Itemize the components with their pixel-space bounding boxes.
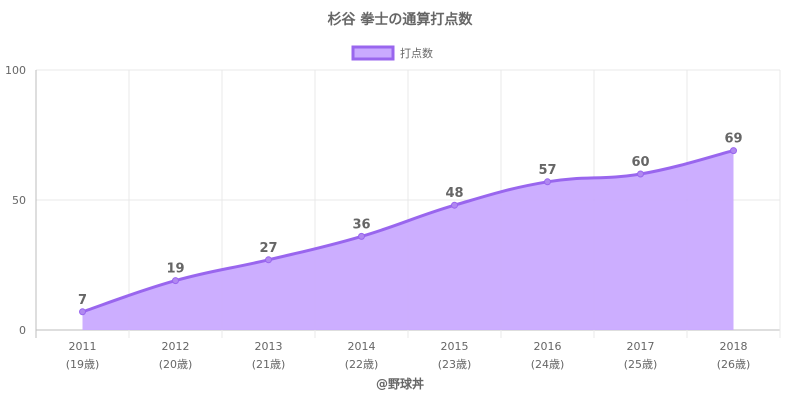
x-tick-sublabel: (24歳) — [531, 358, 565, 371]
x-tick-label: 2017 — [627, 340, 655, 353]
data-point[interactable] — [544, 178, 551, 186]
y-tick-label: 100 — [5, 64, 26, 77]
data-point[interactable] — [172, 277, 179, 285]
x-tick-sublabel: (22歳) — [345, 358, 379, 371]
x-tick-sublabel: (19歳) — [66, 358, 100, 371]
y-tick-label: 50 — [12, 194, 26, 207]
y-tick-label: 0 — [19, 324, 26, 337]
x-tick-label: 2013 — [255, 340, 283, 353]
legend-swatch — [351, 45, 395, 61]
data-point[interactable] — [451, 201, 458, 209]
data-label: 27 — [259, 241, 277, 256]
x-tick-label: 2016 — [534, 340, 562, 353]
legend: 打点数 — [351, 45, 433, 61]
legend-label: 打点数 — [400, 46, 433, 60]
x-tick-label: 2012 — [162, 340, 190, 353]
x-tick-label: 2018 — [720, 340, 748, 353]
x-tick-sublabel: (20歳) — [159, 358, 193, 371]
series-area — [82, 149, 734, 330]
data-label: 69 — [724, 132, 742, 147]
data-label: 19 — [166, 262, 184, 277]
data-point[interactable] — [358, 232, 365, 240]
data-label: 48 — [445, 186, 463, 201]
x-axis: 2011 (19歳) 2012 (20歳) 2013 (21歳) 2014 (22歳) 2015… — [66, 340, 751, 371]
series-line — [82, 149, 734, 314]
x-tick-sublabel: (25歳) — [624, 358, 658, 371]
y-axis: 0 50 100 — [5, 64, 26, 337]
data-point[interactable] — [730, 147, 737, 155]
data-labels: 7 19 27 36 48 57 60 69 — [78, 132, 743, 308]
series-points — [79, 147, 737, 316]
chart-title: 杉谷 拳士の通算打点数 — [328, 11, 474, 28]
x-tick-label: 2014 — [348, 340, 376, 353]
area-fill — [82, 150, 734, 330]
data-label: 7 — [78, 293, 87, 308]
data-point[interactable] — [79, 308, 86, 316]
credit-label: @野球丼 — [376, 376, 424, 391]
data-label: 57 — [538, 163, 556, 178]
x-tick-sublabel: (23歳) — [438, 358, 472, 371]
x-tick-sublabel: (21歳) — [252, 358, 286, 371]
data-point[interactable] — [637, 170, 644, 178]
data-label: 36 — [352, 217, 370, 232]
x-tick-sublabel: (26歳) — [717, 358, 751, 371]
x-tick-label: 2011 — [69, 340, 97, 353]
data-label: 60 — [631, 155, 649, 170]
x-tick-label: 2015 — [441, 340, 469, 353]
data-point[interactable] — [265, 256, 272, 264]
